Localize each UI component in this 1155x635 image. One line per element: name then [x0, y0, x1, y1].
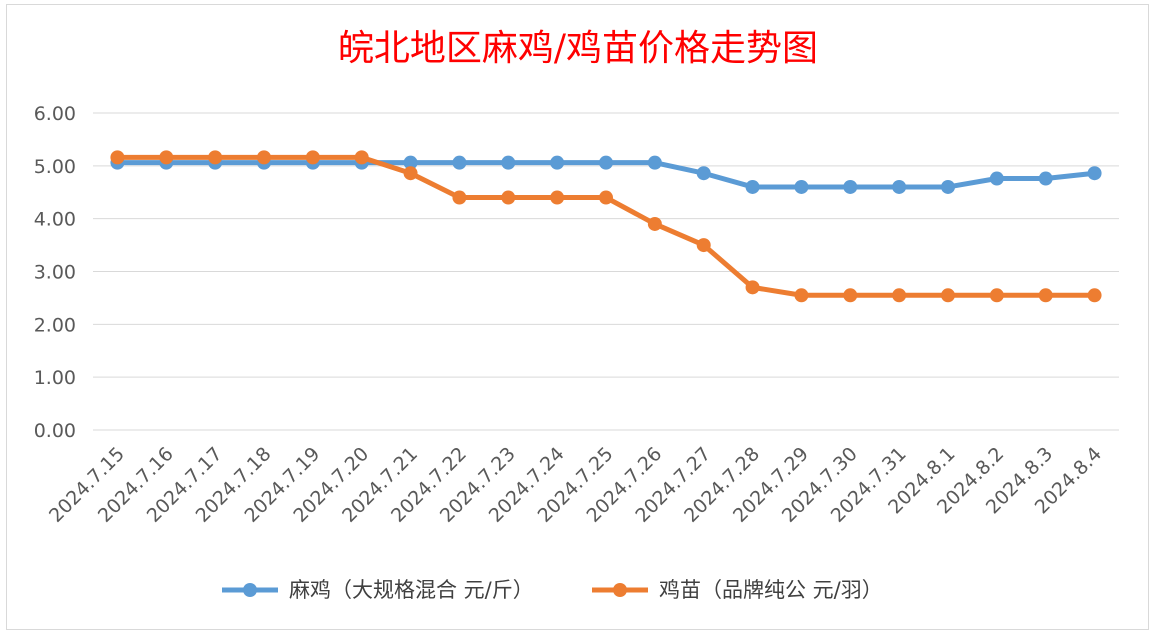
data-point [941, 179, 955, 194]
data-point [1038, 288, 1053, 303]
legend-item: 鸡苗（品牌纯公 元/羽） [592, 578, 883, 602]
legend-swatch-marker [613, 583, 627, 597]
data-point [941, 288, 955, 303]
data-point [1087, 166, 1102, 181]
y-tick-label: 1.00 [34, 367, 76, 389]
data-point [501, 155, 516, 170]
data-point [403, 166, 418, 181]
legend-swatch-marker [243, 583, 257, 597]
y-tick-label: 3.00 [34, 262, 76, 284]
data-point [794, 179, 809, 194]
data-point [501, 190, 516, 205]
y-tick-label: 6.00 [34, 103, 76, 125]
data-point [159, 150, 174, 165]
data-point [745, 179, 760, 194]
data-point [599, 190, 613, 205]
series-2 [110, 150, 1102, 303]
data-point [989, 288, 1004, 303]
legend-label: 鸡苗（品牌纯公 元/羽） [659, 578, 883, 602]
chart-frame: 皖北地区麻鸡/鸡苗价格走势图 0.00 1.00 2.00 3.00 4.00 5.00 6… [6, 4, 1149, 630]
data-point [794, 288, 809, 303]
data-point [745, 280, 760, 295]
data-point [257, 150, 271, 165]
data-point [989, 171, 1004, 186]
y-tick-label: 0.00 [34, 420, 76, 442]
y-axis: 0.00 1.00 2.00 3.00 4.00 5.00 6.00 [34, 103, 76, 442]
data-point [1087, 288, 1102, 303]
data-point [696, 166, 711, 181]
data-point [452, 190, 467, 205]
data-point [1038, 171, 1053, 186]
y-tick-label: 4.00 [34, 209, 76, 231]
series-layer [110, 150, 1102, 303]
legend: 麻鸡（大规格混合 元/斤） 鸡苗（品牌纯公 元/羽） [222, 578, 883, 602]
chart-title: 皖北地区麻鸡/鸡苗价格走势图 [338, 28, 818, 69]
price-trend-chart: 皖北地区麻鸡/鸡苗价格走势图 0.00 1.00 2.00 3.00 4.00 5.00 6… [34, 28, 1119, 602]
y-tick-label: 5.00 [34, 156, 76, 178]
data-point [452, 155, 467, 170]
data-point [354, 150, 369, 165]
legend-item: 麻鸡（大规格混合 元/斤） [222, 578, 534, 602]
data-point [208, 150, 223, 165]
series-line [114, 154, 1098, 298]
data-point [647, 155, 662, 170]
data-point [892, 288, 907, 303]
data-point [110, 150, 125, 165]
y-tick-label: 2.00 [34, 314, 76, 336]
data-point [843, 288, 858, 303]
data-point [550, 190, 565, 205]
data-point [305, 150, 320, 165]
data-point [892, 179, 907, 194]
data-point [599, 155, 613, 170]
data-point [550, 155, 565, 170]
legend-label: 麻鸡（大规格混合 元/斤） [289, 578, 534, 602]
data-point [403, 155, 418, 170]
data-point [696, 238, 711, 253]
data-point [647, 216, 662, 231]
x-axis: 2024.7.152024.7.162024.7.172024.7.182024… [45, 443, 1106, 527]
data-point [843, 179, 858, 194]
